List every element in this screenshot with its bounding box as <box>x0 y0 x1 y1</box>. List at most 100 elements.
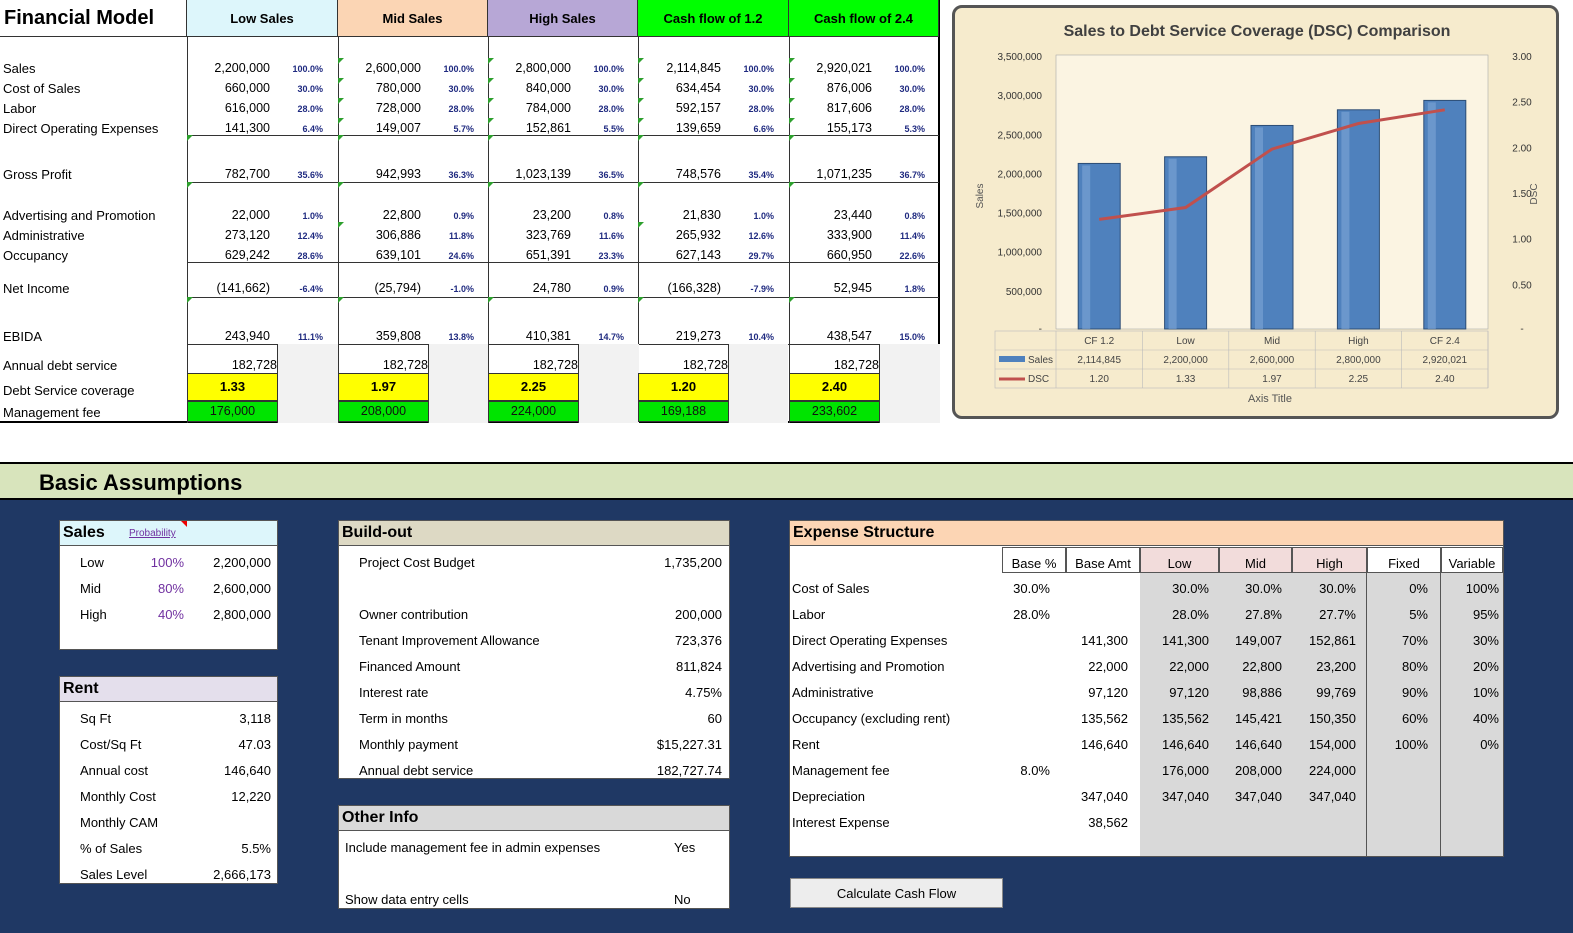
sales-amount[interactable]: 2,800,000 <box>213 607 271 622</box>
sales-data-label: 2,920,021 <box>1423 355 1468 366</box>
sales-level-label: High <box>80 607 107 622</box>
cell-value: 21,830 <box>682 208 721 222</box>
row-label: Gross Profit <box>3 167 72 182</box>
expense-label: Advertising and Promotion <box>792 659 945 674</box>
data-table-frame <box>994 330 1489 389</box>
buildout-value[interactable]: 811,824 <box>675 659 722 674</box>
expense-value: 146,640 <box>1235 737 1282 752</box>
sales-amount[interactable]: 2,600,000 <box>213 581 271 596</box>
expense-value: 20% <box>1472 659 1499 674</box>
other-info-panel: Other Info Include management fee in adm… <box>338 805 730 909</box>
expense-value: 27.8% <box>1245 607 1282 622</box>
cell-value: 182,728 <box>532 358 578 372</box>
category-label: High <box>1348 336 1369 347</box>
column-divider <box>338 37 339 423</box>
formula-marker <box>789 182 795 188</box>
y-tick-label: 1,000,000 <box>998 248 1043 259</box>
y2-tick-label: - <box>1520 324 1523 335</box>
expense-value[interactable]: 141,300 <box>1081 633 1128 648</box>
cell-value: 2,800,000 <box>515 61 571 75</box>
expense-value[interactable]: 347,040 <box>1081 789 1128 804</box>
expense-value[interactable]: 30.0% <box>1013 581 1050 596</box>
cell-percent: 28.0% <box>448 104 474 114</box>
cell-percent: 28.6% <box>297 251 323 261</box>
cell-percent: 30.0% <box>748 84 774 94</box>
sales-bar-highlight <box>1341 111 1350 329</box>
expense-label: Direct Operating Expenses <box>792 633 948 648</box>
expense-structure-panel: Expense Structure Base % Base Amt Low Mid Hi… <box>789 520 1504 857</box>
buildout-value[interactable]: 200,000 <box>675 607 722 622</box>
buildout-value[interactable]: 182,727.74 <box>656 763 722 778</box>
other-info-label: Show data entry cells <box>345 892 469 907</box>
cell-value: 182,728 <box>382 358 428 372</box>
expense-value[interactable]: 135,562 <box>1081 711 1128 726</box>
buildout-value[interactable]: 60 <box>707 711 722 726</box>
expense-col-header: Variable <box>1441 547 1503 573</box>
buildout-value[interactable]: 1,735,200 <box>664 555 722 570</box>
expense-value: 145,421 <box>1235 711 1282 726</box>
sales-bar-highlight <box>1255 127 1263 329</box>
y-tick-label: 500,000 <box>1006 287 1043 298</box>
sales-data-label: 2,114,845 <box>1077 355 1121 366</box>
expense-value: 10% <box>1472 685 1499 700</box>
mgmt-fee-value: 224,000 <box>488 401 579 422</box>
expense-value[interactable]: 22,000 <box>1088 659 1128 674</box>
cell-value: 306,886 <box>375 228 421 242</box>
buildout-value[interactable]: $15,227.31 <box>656 737 722 752</box>
other-info-value[interactable]: No <box>674 892 691 907</box>
expense-col-header: Base Amt <box>1066 547 1140 573</box>
expense-value: 347,040 <box>1309 789 1356 804</box>
expense-value: 23,200 <box>1316 659 1356 674</box>
rent-label: Sq Ft <box>80 711 112 726</box>
row-divider <box>187 344 939 345</box>
cell-value: 784,000 <box>525 101 571 115</box>
cell-percent: 12.4% <box>297 231 323 241</box>
expense-label: Depreciation <box>792 789 865 804</box>
cell-percent: 24.6% <box>448 251 474 261</box>
y2-tick-label: 0.50 <box>1512 280 1532 291</box>
y2-tick-label: 3.00 <box>1512 52 1532 63</box>
expense-panel-header: Expense Structure <box>790 521 1503 546</box>
cell-value: 182,728 <box>833 358 879 372</box>
other-info-value[interactable]: Yes <box>674 840 696 855</box>
expense-label: Administrative <box>792 685 874 700</box>
formula-marker <box>488 98 494 104</box>
expense-value[interactable]: 38,562 <box>1088 815 1128 830</box>
cell-percent: 23.3% <box>598 251 624 261</box>
row-divider <box>187 297 939 298</box>
expense-value: 95% <box>1472 607 1499 622</box>
cell-value: 273,120 <box>224 228 270 242</box>
formula-marker <box>638 222 644 228</box>
probability-value[interactable]: 80% <box>157 581 184 596</box>
expense-value[interactable]: 8.0% <box>1020 763 1050 778</box>
cell-value: 410,381 <box>525 329 571 343</box>
y2-tick-label: 2.50 <box>1512 98 1532 109</box>
model-row: Net Income (141,662) -6.4% (25,794) -1.0% 24,… <box>0 278 940 298</box>
mgmt-fee-value: 233,602 <box>789 401 880 422</box>
probability-value[interactable]: 100% <box>150 555 184 570</box>
probability-value[interactable]: 40% <box>157 607 184 622</box>
buildout-value[interactable]: 4.75% <box>685 685 722 700</box>
expense-value: 149,007 <box>1235 633 1282 648</box>
expense-value: 98,886 <box>1242 685 1282 700</box>
sales-amount[interactable]: 2,200,000 <box>213 555 271 570</box>
sales-bar-highlight <box>1427 102 1436 329</box>
rent-label: Monthly Cost <box>80 789 156 804</box>
row-label: Administrative <box>3 228 85 243</box>
probability-link[interactable]: Probability <box>129 528 176 539</box>
calculate-cash-flow-button[interactable]: Calculate Cash Flow <box>790 878 1003 908</box>
cell-value: 651,391 <box>525 248 571 262</box>
model-row: EBIDA 243,940 11.1% 359,808 13.8% 410,381 14.7… <box>0 326 940 346</box>
expense-value[interactable]: 97,120 <box>1088 685 1128 700</box>
rent-value: 5.5% <box>241 841 271 856</box>
rent-value: 47.03 <box>238 737 271 752</box>
expense-value: 70% <box>1401 633 1428 648</box>
cell-percent: 35.4% <box>748 170 774 180</box>
buildout-value[interactable]: 723,376 <box>675 633 722 648</box>
expense-value[interactable]: 146,640 <box>1081 737 1128 752</box>
sales-bar-highlight <box>1168 158 1177 329</box>
cell-value: 182,728 <box>231 358 277 372</box>
model-row: Administrative 273,120 12.4% 306,886 11.8% 32… <box>0 225 940 245</box>
expense-value[interactable]: 28.0% <box>1013 607 1050 622</box>
expense-label: Labor <box>792 607 826 622</box>
